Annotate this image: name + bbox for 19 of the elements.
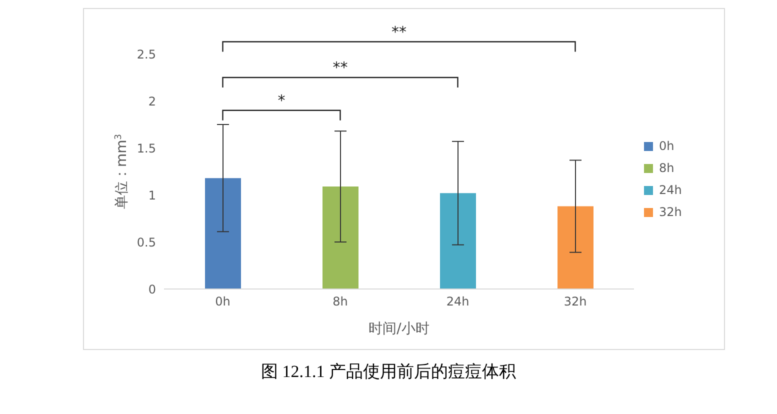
annotation: **	[332, 58, 348, 76]
legend-label: 0h	[659, 139, 674, 153]
text: 图 12.1.1 产品使用前后的痘痘体积	[260, 361, 517, 383]
y-tick-label: 2.5	[136, 47, 156, 62]
y-tick-label: 2	[148, 94, 156, 108]
annotation: *	[278, 91, 286, 110]
x-axis-title: 时间/小时	[368, 321, 430, 337]
y-tick-label: 1	[148, 188, 156, 202]
x-tick-label: 8h	[332, 294, 348, 309]
y-tick-label: 1.5	[136, 141, 156, 156]
text: **	[392, 22, 407, 41]
legend-label: 24h	[659, 183, 682, 197]
legend-label: 32h	[659, 205, 682, 219]
x-tick-label: 32h	[564, 294, 587, 309]
y-tick-label: 0	[148, 282, 156, 296]
x-tick-label: 24h	[446, 294, 470, 309]
legend-label: 8h	[659, 161, 674, 175]
x-tick-label: 0h	[215, 294, 230, 309]
y-tick-label: 0.5	[136, 235, 156, 250]
